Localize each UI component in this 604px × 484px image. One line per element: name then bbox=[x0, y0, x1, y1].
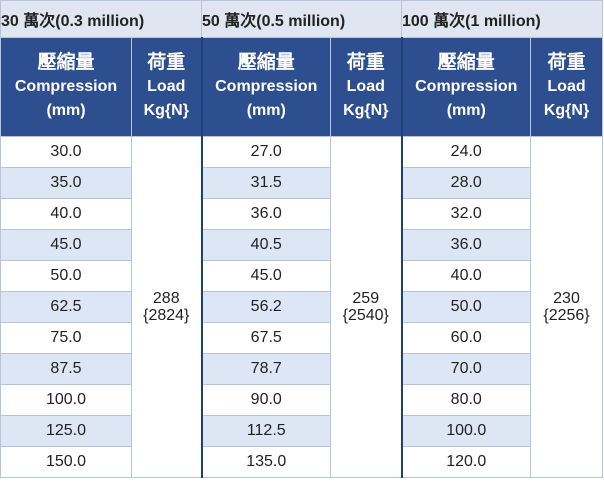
compression-header-en: Compression bbox=[14, 78, 118, 95]
compression-header-zh: 壓縮量 bbox=[437, 52, 495, 73]
compression-cell: 30.0 bbox=[0, 136, 132, 168]
table-row: 100.0 90.0 80.0 bbox=[0, 384, 603, 416]
table-row: 75.0 67.5 60.0 bbox=[0, 322, 603, 354]
group-header-row: 30 萬次(0.3 million) 50 萬次(0.5 million) 10… bbox=[0, 0, 604, 38]
group-title-1: 50 萬次(0.5 million) bbox=[201, 0, 402, 38]
compression-cell: 100.0 bbox=[0, 384, 132, 416]
compression-cell: 24.0 bbox=[401, 136, 531, 168]
compression-cell: 120.0 bbox=[401, 446, 531, 478]
load-header-zh: 荷重 bbox=[547, 52, 586, 73]
compression-cell: 78.7 bbox=[201, 353, 331, 385]
load-header-unit: Kg{N} bbox=[543, 102, 590, 119]
compression-cell: 112.5 bbox=[201, 415, 331, 447]
load-header-en: Load bbox=[547, 78, 586, 95]
compression-cell: 70.0 bbox=[401, 353, 531, 385]
compression-cell: 35.0 bbox=[0, 167, 132, 199]
compression-cell: 135.0 bbox=[201, 446, 331, 478]
compression-cell: 87.5 bbox=[0, 353, 132, 385]
compression-cell: 56.2 bbox=[201, 291, 331, 323]
table-row: 35.0 31.5 28.0 bbox=[0, 167, 603, 199]
table-body: 30.0 288 {2824} 27.0 259 {2540} 24.0 230 {2256} 3… bbox=[0, 136, 604, 478]
load-header-unit: Kg{N} bbox=[143, 102, 189, 119]
compression-header-en: Compression bbox=[415, 78, 518, 95]
compression-header-en: Compression bbox=[215, 78, 318, 95]
compression-cell: 40.0 bbox=[0, 198, 132, 230]
compression-cell: 40.0 bbox=[401, 260, 531, 292]
compression-cell: 45.0 bbox=[0, 229, 132, 261]
compression-cell: 80.0 bbox=[401, 384, 531, 416]
load-header-en: Load bbox=[147, 78, 186, 95]
compression-cell: 28.0 bbox=[401, 167, 531, 199]
compression-header-unit: (mm) bbox=[446, 102, 486, 119]
compression-cell: 36.0 bbox=[401, 229, 531, 261]
compression-cell: 90.0 bbox=[201, 384, 331, 416]
load-newton-value: {2824} bbox=[143, 307, 190, 324]
column-header-row: 壓縮量 Compression (mm) 荷重 Load Kg{N} 壓縮量 Compress… bbox=[0, 37, 604, 137]
compression-cell: 60.0 bbox=[401, 322, 531, 354]
load-header-unit: Kg{N} bbox=[343, 102, 389, 119]
compression-cell: 67.5 bbox=[201, 322, 331, 354]
table-row: 40.0 36.0 32.0 bbox=[0, 198, 603, 230]
load-cell-0: 288 {2824} bbox=[131, 136, 203, 478]
compression-cell: 40.5 bbox=[201, 229, 331, 261]
table-row: 45.0 40.5 36.0 bbox=[0, 229, 603, 261]
compression-cell: 50.0 bbox=[0, 260, 132, 292]
compression-cell: 125.0 bbox=[0, 415, 132, 447]
compression-cell: 36.0 bbox=[201, 198, 331, 230]
load-header-1: 荷重 Load Kg{N} bbox=[330, 37, 403, 137]
load-kg-value: 230 bbox=[553, 290, 580, 307]
load-header-2: 荷重 Load Kg{N} bbox=[529, 37, 604, 137]
load-header-zh: 荷重 bbox=[147, 52, 186, 73]
table-row: 125.0 112.5 100.0 bbox=[0, 415, 603, 447]
compression-header-zh: 壓縮量 bbox=[237, 52, 295, 73]
compression-cell: 62.5 bbox=[0, 291, 132, 323]
compression-cell: 31.5 bbox=[201, 167, 331, 199]
load-kg-value: 288 bbox=[152, 290, 180, 307]
group-title-0: 30 萬次(0.3 million) bbox=[0, 0, 202, 38]
table-row: 62.5 56.2 50.0 bbox=[0, 291, 603, 323]
table-row: 87.5 78.7 70.0 bbox=[0, 353, 603, 385]
load-header-zh: 荷重 bbox=[346, 52, 385, 73]
compression-cell: 75.0 bbox=[0, 322, 132, 354]
compression-header-1: 壓縮量 Compression (mm) bbox=[201, 37, 331, 137]
load-newton-value: {2256} bbox=[543, 307, 590, 324]
compression-cell: 100.0 bbox=[401, 415, 531, 447]
load-cell-1: 259 {2540} bbox=[330, 136, 403, 478]
compression-cell: 32.0 bbox=[401, 198, 531, 230]
load-cell-2: 230 {2256} bbox=[529, 136, 604, 478]
group-title-2: 100 萬次(1 million) bbox=[400, 0, 604, 38]
load-header-en: Load bbox=[346, 78, 385, 95]
compression-cell: 45.0 bbox=[201, 260, 331, 292]
load-newton-value: {2540} bbox=[342, 307, 389, 324]
table-row: 150.0 135.0 120.0 bbox=[0, 446, 603, 478]
table-row: 30.0 288 {2824} 27.0 259 {2540} 24.0 230 {2256} bbox=[0, 136, 604, 478]
compression-header-2: 壓縮量 Compression (mm) bbox=[401, 37, 531, 137]
load-kg-value: 259 bbox=[352, 290, 380, 307]
compression-header-unit: (mm) bbox=[246, 102, 286, 119]
compression-cell: 27.0 bbox=[201, 136, 331, 168]
compression-header-unit: (mm) bbox=[46, 102, 86, 119]
compression-header-zh: 壓縮量 bbox=[37, 52, 95, 73]
load-header-0: 荷重 Load Kg{N} bbox=[131, 37, 203, 137]
compression-cell: 150.0 bbox=[0, 446, 132, 478]
table-row: 50.0 45.0 40.0 bbox=[0, 260, 603, 292]
compression-header-0: 壓縮量 Compression (mm) bbox=[0, 37, 132, 137]
compression-cell: 50.0 bbox=[401, 291, 531, 323]
